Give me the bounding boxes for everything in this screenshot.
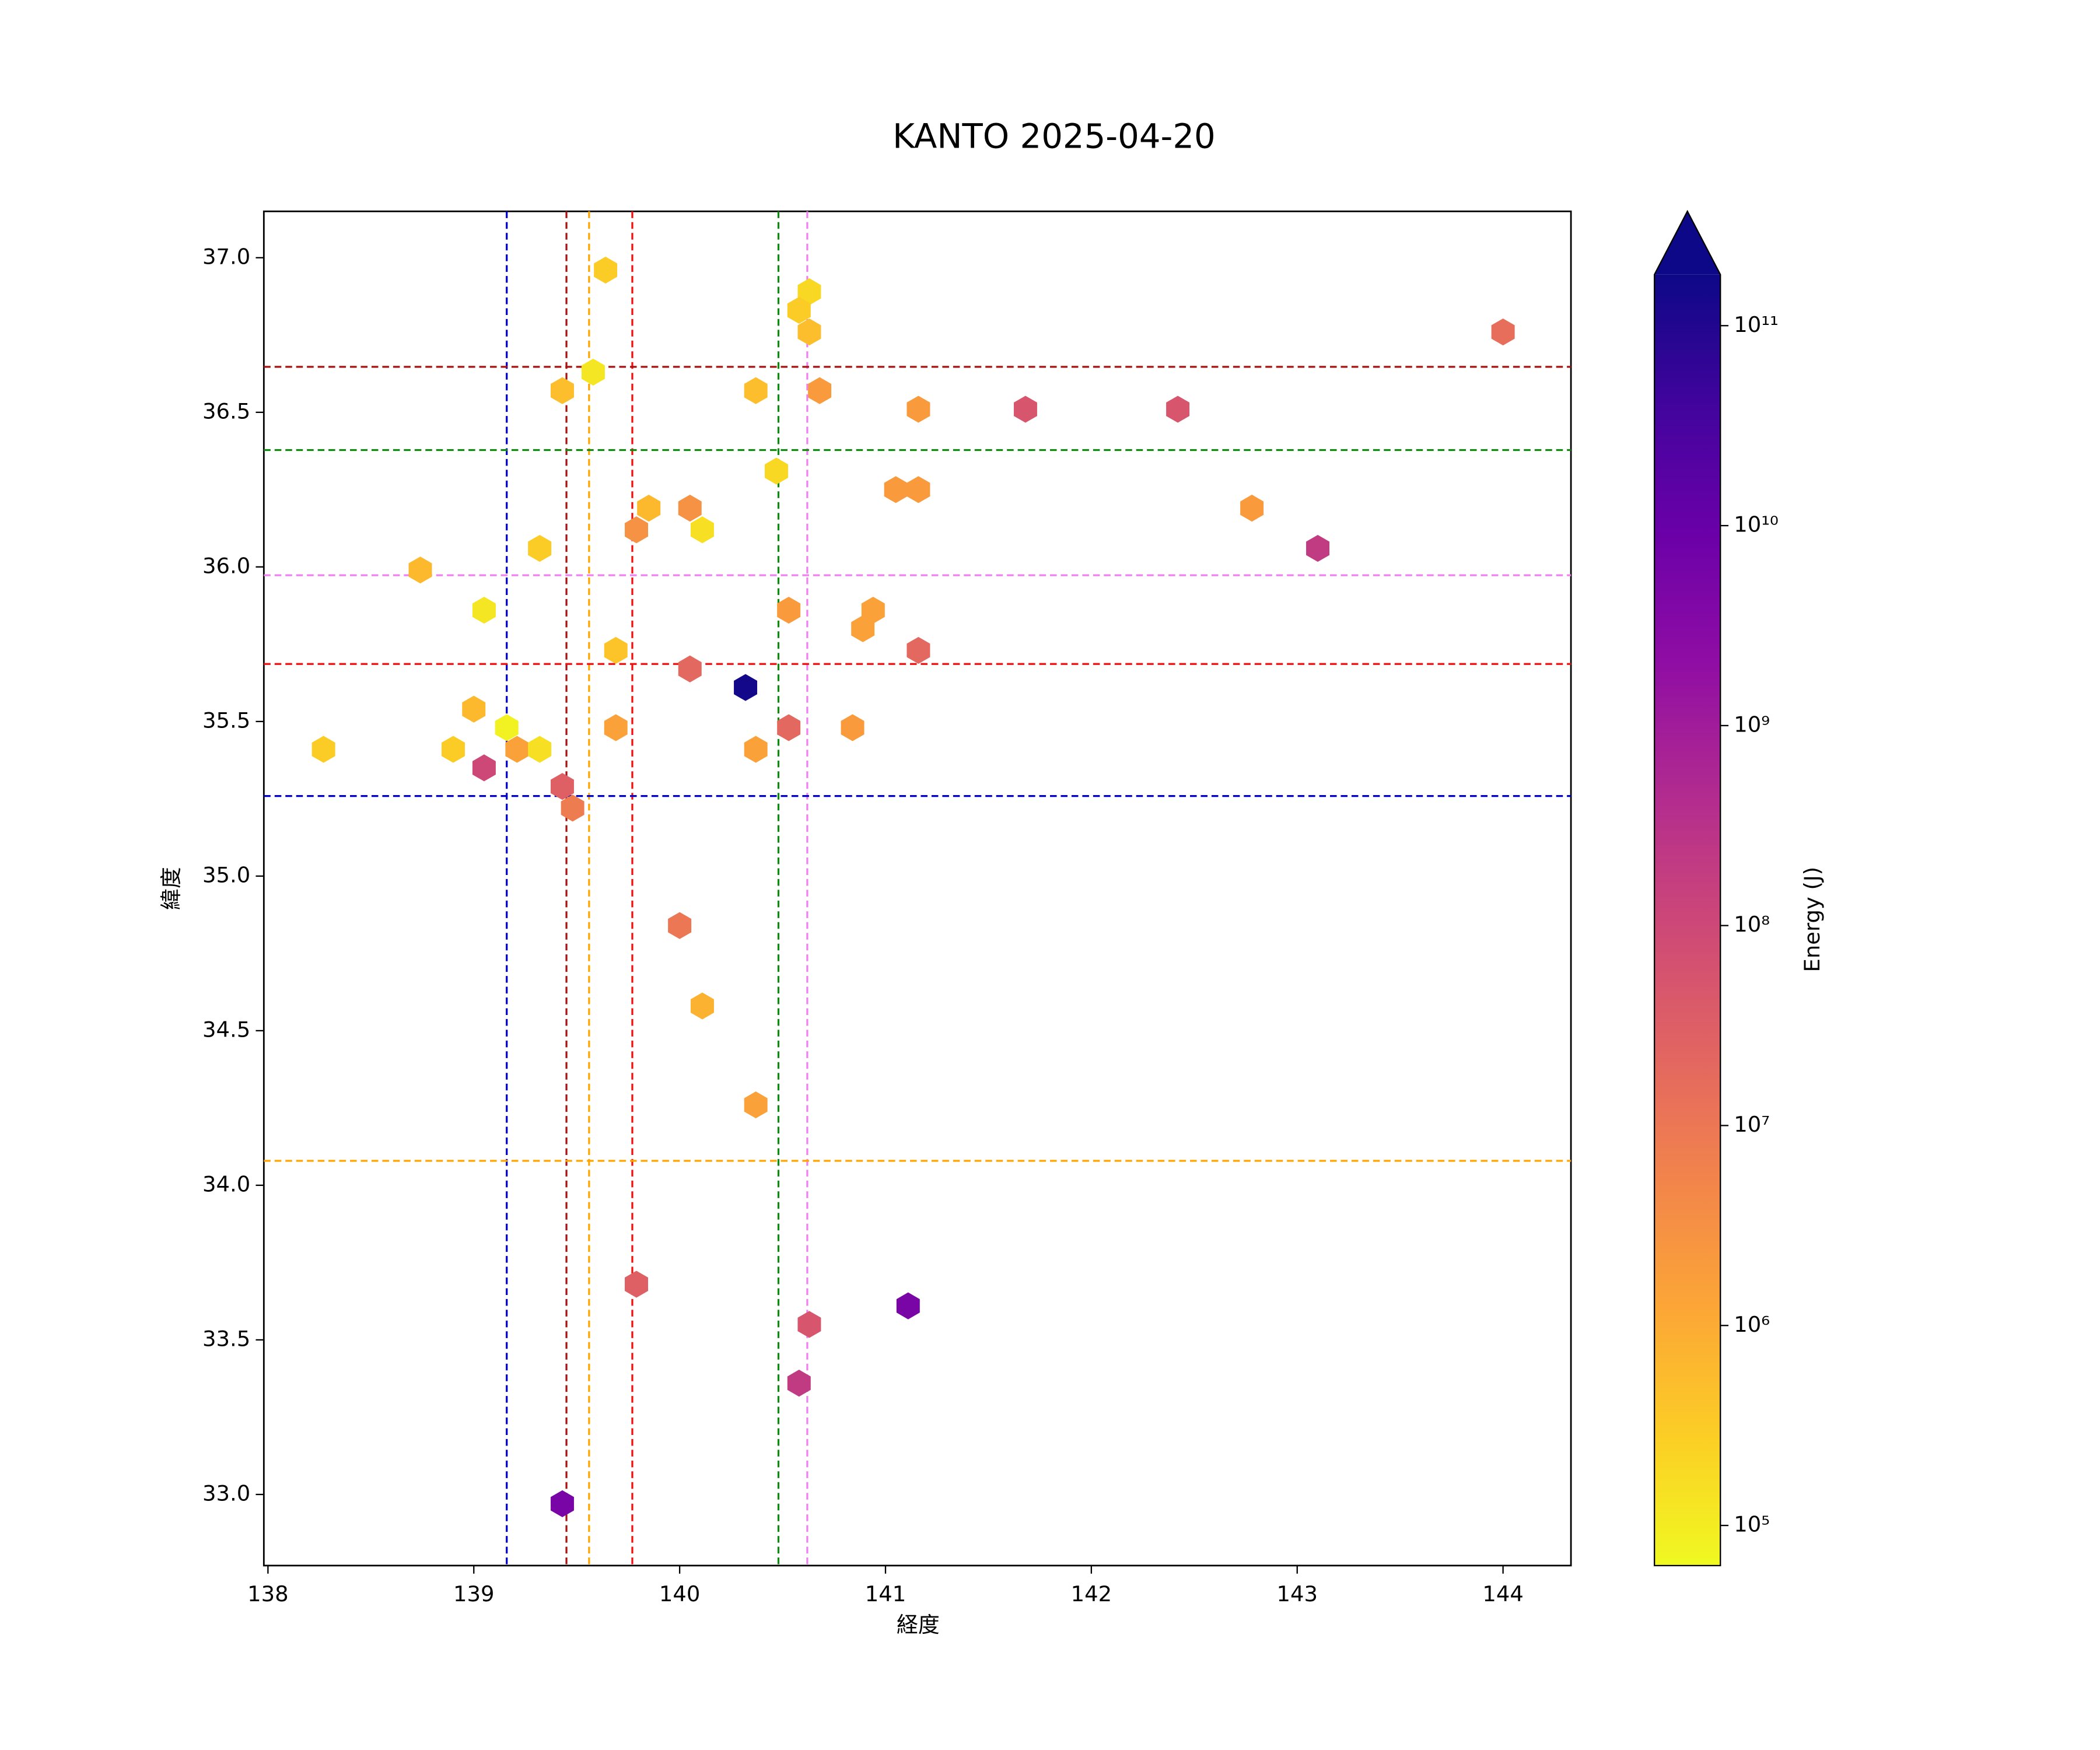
hexbin-cell xyxy=(690,992,714,1020)
colorbar-tick-label: 10⁶ xyxy=(1734,1312,1770,1337)
hexbin-cell xyxy=(744,736,768,763)
hexbin-cell xyxy=(797,1311,821,1338)
hexbin-cell xyxy=(668,912,692,939)
colorbar-tick-label: 10⁵ xyxy=(1734,1512,1770,1537)
y-tick-label: 36.0 xyxy=(202,553,250,578)
hexbin-cell xyxy=(625,1270,648,1298)
y-tick-label: 34.5 xyxy=(202,1017,250,1042)
hexbin-cell xyxy=(777,596,801,624)
hexbin-cell xyxy=(777,714,801,741)
hexbin-cell xyxy=(505,736,529,763)
x-tick-label: 141 xyxy=(865,1581,906,1606)
hexbin-cell xyxy=(907,476,930,503)
hexbin-cell xyxy=(594,256,618,284)
hexbin-cell xyxy=(1013,396,1037,423)
y-tick-label: 35.5 xyxy=(202,708,250,733)
y-tick-label: 33.5 xyxy=(202,1326,250,1351)
colorbar-label: Energy (J) xyxy=(1800,867,1825,972)
x-tick-label: 139 xyxy=(453,1581,494,1606)
hexbin-cell xyxy=(462,695,486,723)
colorbar-tick-label: 10¹¹ xyxy=(1734,312,1779,337)
hexbin-cell xyxy=(884,476,908,503)
hexbin-cell xyxy=(907,636,930,664)
hexbin-cell xyxy=(690,516,714,544)
colorbar-extend xyxy=(1654,211,1721,275)
hexbin-cell xyxy=(528,534,552,562)
hexbin-cell xyxy=(744,377,768,404)
chart-title: KANTO 2025-04-20 xyxy=(892,116,1216,156)
hexbin-cell xyxy=(550,377,574,404)
hexbin-cell xyxy=(472,754,496,782)
hexbin-cell xyxy=(797,278,821,306)
x-tick-label: 143 xyxy=(1277,1581,1318,1606)
hexbin-cell xyxy=(528,736,552,763)
hexbin-cell xyxy=(581,358,605,386)
y-tick-label: 36.5 xyxy=(202,398,250,424)
colorbar-tick-label: 10¹⁰ xyxy=(1734,512,1779,537)
hexbin-cell xyxy=(408,556,432,584)
hexbin-cell xyxy=(604,636,628,664)
y-tick-label: 34.0 xyxy=(202,1171,250,1196)
hexbin-cell xyxy=(787,296,811,324)
hexbin-cell xyxy=(797,318,821,346)
hexbin-cell xyxy=(1491,318,1515,346)
hexbin-cell xyxy=(861,596,885,624)
hexbin-cell xyxy=(678,495,702,522)
hexbin-cell xyxy=(625,516,648,544)
hexbin-cell xyxy=(312,736,335,763)
x-tick-label: 142 xyxy=(1071,1581,1112,1606)
hexbin-cell xyxy=(841,714,864,741)
hexbin-cell xyxy=(550,773,574,800)
hexbin-cell xyxy=(764,457,788,485)
y-tick-label: 37.0 xyxy=(202,244,250,269)
plot-area xyxy=(262,210,1572,1567)
hexbin-cell xyxy=(495,714,519,741)
colorbar-tick-label: 10⁸ xyxy=(1734,912,1770,937)
hexbin-cell xyxy=(550,1490,574,1517)
hexbin-cell xyxy=(787,1370,811,1397)
hexbin-cell xyxy=(561,794,584,822)
hexbin-cell xyxy=(441,736,465,763)
hexbin-cell xyxy=(472,596,496,624)
hexbin-cell xyxy=(604,714,628,741)
hexbin-cell xyxy=(734,674,758,701)
colorbar-tick-label: 10⁹ xyxy=(1734,712,1770,737)
hexbin-cell xyxy=(851,615,875,642)
y-axis-label: 緯度 xyxy=(159,867,184,910)
hexbin-cell xyxy=(808,377,832,404)
hexbin-cell xyxy=(637,495,661,522)
colorbar xyxy=(1654,274,1721,1566)
hexbin-cell xyxy=(678,655,702,682)
hexbin-cell xyxy=(1306,534,1330,562)
y-tick-label: 35.0 xyxy=(202,862,250,887)
colorbar-tick-label: 10⁷ xyxy=(1734,1112,1770,1137)
y-tick-label: 33.0 xyxy=(202,1480,250,1506)
hexbin-cell xyxy=(744,1091,768,1119)
x-tick-label: 140 xyxy=(659,1581,700,1606)
hexbin-cell xyxy=(1166,396,1190,423)
hexbin-cell xyxy=(907,396,930,423)
x-axis-label: 経度 xyxy=(897,1612,940,1637)
hexbin-cell xyxy=(896,1292,920,1320)
colorbar-outline xyxy=(1653,209,1721,1566)
x-tick-label: 144 xyxy=(1482,1581,1523,1606)
hexbin-cell xyxy=(1240,495,1264,522)
x-tick-label: 138 xyxy=(247,1581,288,1606)
